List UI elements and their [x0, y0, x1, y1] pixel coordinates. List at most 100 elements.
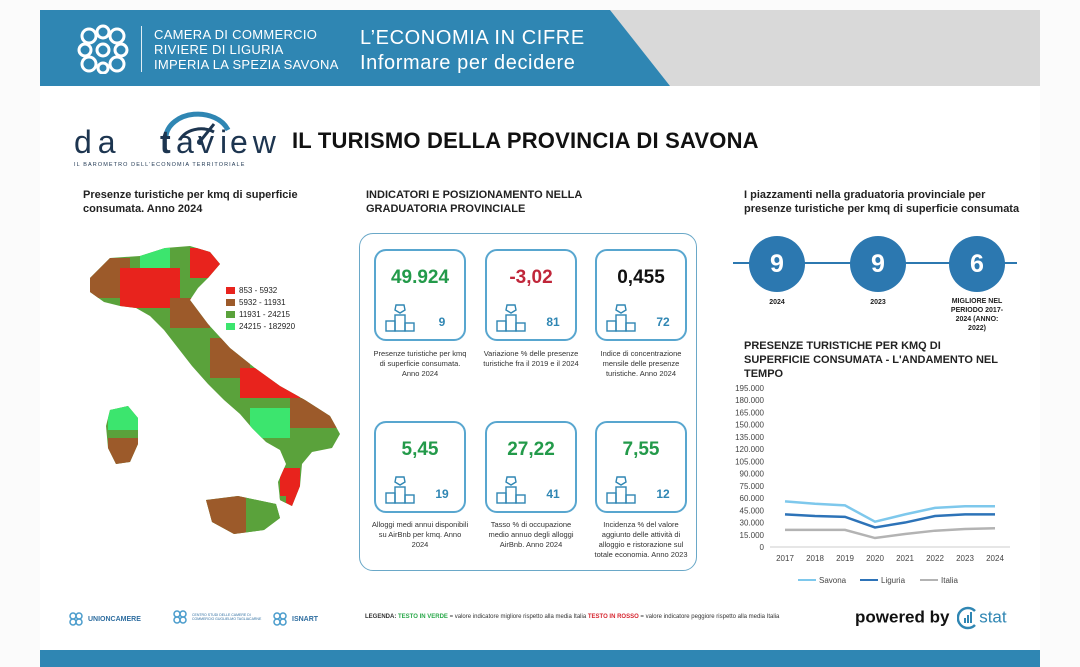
- x-tick-label: 2017: [776, 554, 794, 563]
- dataview-logo: da t a v i ew IL BAROMETRO DELL’ECONOMIA…: [74, 106, 276, 172]
- isnart-logo: ISNART: [272, 611, 318, 627]
- indicators-section-title: INDICATORI E POSIZIONAMENTO NELLA GRADUA…: [366, 189, 582, 215]
- brand-text-t: t: [160, 124, 171, 160]
- rank-label-best: MIGLIORE NEL PERIODO 2017-2024 (ANNO: 20…: [950, 298, 1004, 332]
- x-tick-label: 2024: [986, 554, 1004, 563]
- indicator-value: -3,02: [509, 267, 553, 288]
- x-tick-label: 2019: [836, 554, 854, 563]
- knot-small-icon: [273, 612, 287, 626]
- legend-swatch-red: [226, 287, 235, 294]
- y-tick-label: 60.000: [740, 494, 765, 503]
- header-tagline-2: Informare per decidere: [360, 52, 576, 74]
- gauge-icon: [163, 111, 231, 145]
- knot-small-icon: [173, 610, 187, 624]
- y-tick-label: 150.000: [735, 421, 764, 430]
- legend-green-desc: = valore indicatore migliore rispetto al…: [449, 614, 587, 620]
- indicator-card: 27,22 41: [485, 421, 577, 513]
- powered-by-label: powered by: [855, 607, 950, 627]
- rank-label-2024: 2024: [769, 299, 785, 306]
- footer-bar: [40, 650, 1040, 667]
- map-legend-item: 5932 - 11931: [226, 298, 286, 307]
- x-tick-label: 2023: [956, 554, 974, 563]
- legend-label: 853 - 5932: [239, 286, 278, 295]
- indicator-card: 49.924 9: [374, 249, 466, 341]
- map-section-title: Presenze turistiche per kmq di superfici…: [83, 189, 298, 215]
- org-line-1: CAMERA DI COMMERCIO: [154, 27, 318, 42]
- indicator-rank: 81: [546, 315, 560, 329]
- podium-icon: [496, 304, 526, 332]
- brand-text-a: a: [176, 124, 200, 160]
- x-tick-label: 2022: [926, 554, 944, 563]
- indicator-card: 0,455 72: [595, 249, 687, 341]
- knot-small-icon: [69, 612, 83, 626]
- indicator-card: 5,45 19: [374, 421, 466, 513]
- legend-red-desc: = valore indicatore peggiore rispetto al…: [640, 614, 780, 620]
- isnart-label: ISNART: [292, 615, 319, 623]
- brand-subtitle: IL BAROMETRO DELL’ECONOMIA TERRITORIALE: [74, 162, 246, 168]
- org-line-3: IMPERIA LA SPEZIA SAVONA: [154, 57, 339, 72]
- header-banner: CAMERA DI COMMERCIO RIVIERE DI LIGURIA I…: [40, 10, 1040, 86]
- trend-line-chart: 0 15.000 30.000 45.000 60.000 75.000 90.000 105…: [735, 384, 1010, 585]
- legend-label: 24215 - 182920: [239, 322, 296, 331]
- y-tick-label: 90.000: [740, 470, 765, 479]
- series-line-savona: [784, 500, 995, 524]
- indicator-value: 5,45: [401, 439, 439, 460]
- podium-icon: [385, 476, 415, 504]
- indicator-rank: 72: [656, 315, 670, 329]
- y-tick-label: 105.000: [735, 457, 764, 466]
- y-tick-label: 45.000: [740, 506, 765, 515]
- map-legend-item: 853 - 5932: [226, 286, 277, 295]
- legend-swatch-brown: [226, 299, 235, 306]
- indicator-card: -3,02 81: [485, 249, 577, 341]
- indicator-card: 7,55 12: [595, 421, 687, 513]
- legend-label: 11931 - 24215: [239, 310, 291, 319]
- indicator-value: 49.924: [390, 267, 450, 288]
- podium-icon: [606, 304, 636, 332]
- indicator-description: Incidenza % del valore aggiunto delle at…: [594, 520, 688, 559]
- indicator-rank: 12: [656, 487, 670, 501]
- series-line-liguria: [784, 513, 995, 529]
- indicator-rank: 19: [435, 487, 449, 501]
- y-tick-label: 180.000: [735, 396, 764, 405]
- indicator-value: 27,22: [507, 439, 555, 460]
- indicator-value: 7,55: [622, 439, 660, 460]
- chart-title: PRESENZE TURISTICHE PER KMQ DI SUPERFICI…: [744, 340, 998, 380]
- powered-by-logo: powered by stat: [855, 606, 1007, 630]
- org-line-2: RIVIERE DI LIGURIA: [154, 42, 284, 57]
- indicator-description: Presenze turistiche per kmq di superfici…: [373, 349, 467, 378]
- header-blue-band: CAMERA DI COMMERCIO RIVIERE DI LIGURIA I…: [40, 10, 670, 86]
- italy-map: [90, 246, 340, 534]
- y-tick-label: 15.000: [740, 531, 765, 540]
- indicator-description: Indice di concentrazione mensile delle p…: [600, 349, 682, 378]
- x-tick-label: 2018: [806, 554, 824, 563]
- indicator-description: Tasso % di occupazione medio annuo degli…: [488, 520, 574, 549]
- brand-text-da: da: [74, 124, 122, 160]
- footer-legend: LEGENDA: TESTO IN VERDE = valore indicat…: [365, 614, 779, 620]
- unioncamere-logo: UNIONCAMERE: [68, 611, 141, 627]
- podium-icon: [385, 304, 415, 332]
- y-tick-label: 75.000: [740, 482, 765, 491]
- y-tick-label: 120.000: [735, 445, 764, 454]
- indicator-value: 0,455: [617, 267, 665, 288]
- chamber-knot-logo-icon: [77, 24, 129, 74]
- indicators-panel: [359, 233, 697, 571]
- rank-circle-best: 6: [949, 236, 1005, 292]
- map-legend-item: 24215 - 182920: [226, 322, 295, 331]
- y-tick-label: 165.000: [735, 408, 764, 417]
- podium-icon: [606, 476, 636, 504]
- legend-swatch-green: [226, 311, 235, 318]
- tagliacarne-label: CENTRO STUDI DELLE CAMERE DI COMMERCIO G…: [192, 612, 262, 622]
- series-line-italia: [785, 526, 996, 540]
- unioncamere-label: UNIONCAMERE: [88, 615, 141, 623]
- tagliacarne-logo: CENTRO STUDI DELLE CAMERE DI COMMERCIO G…: [172, 609, 262, 625]
- legend-label: 5932 - 11931: [239, 298, 286, 307]
- rank-circle-2023: 9: [850, 236, 906, 292]
- podium-icon: [496, 476, 526, 504]
- map-legend-item: 11931 - 24215: [226, 310, 290, 319]
- y-tick-label: 195.000: [735, 384, 764, 393]
- rank-circle-2024: 9: [749, 236, 805, 292]
- legend-green-text: TESTO IN VERDE: [398, 614, 448, 620]
- cstat-icon: [956, 606, 977, 630]
- y-tick-label: 135.000: [735, 433, 764, 442]
- y-tick-label: 0: [760, 543, 765, 552]
